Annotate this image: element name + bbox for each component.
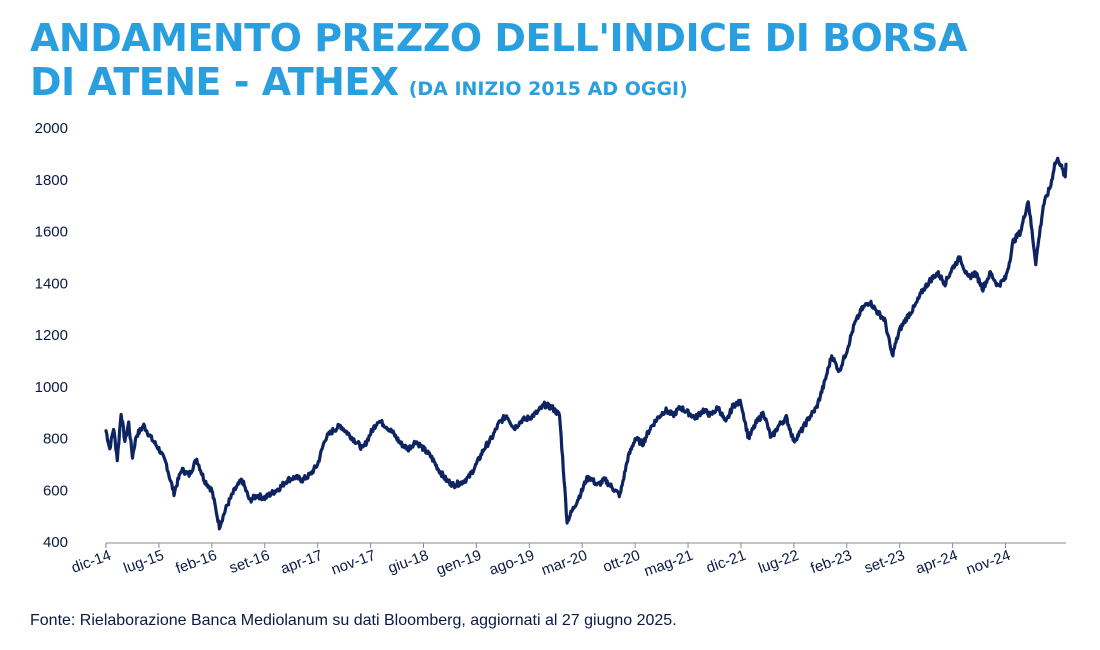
x-tick-label: nov-24 bbox=[964, 547, 1013, 579]
x-tick-label: giu-18 bbox=[386, 547, 431, 577]
x-tick-label: mar-20 bbox=[539, 547, 589, 579]
x-tick-label: feb-23 bbox=[808, 547, 854, 578]
x-tick-label: dic-14 bbox=[69, 547, 113, 577]
title-line-1: ANDAMENTO PREZZO DELL'INDICE DI BORSA bbox=[30, 16, 967, 60]
y-tick-label: 800 bbox=[43, 431, 68, 448]
title-subtitle: (DA INIZIO 2015 AD OGGI) bbox=[408, 78, 688, 100]
y-tick-label: 400 bbox=[43, 534, 68, 551]
page-title: ANDAMENTO PREZZO DELL'INDICE DI BORSA DI… bbox=[30, 16, 967, 111]
series-group bbox=[104, 156, 1068, 531]
x-tick-label: dic-21 bbox=[704, 547, 748, 577]
y-tick-label: 1200 bbox=[35, 327, 68, 344]
x-tick-label: set-16 bbox=[227, 547, 272, 577]
x-tick-label: ago-19 bbox=[487, 547, 537, 579]
title-line-2: DI ATENE - ATHEX bbox=[30, 60, 399, 104]
y-axis: 400 600 800 1000 1200 1400 1600 1800 2000 bbox=[35, 120, 68, 551]
x-tick-label: set-23 bbox=[862, 547, 907, 577]
y-tick-label: 1800 bbox=[35, 172, 68, 189]
x-tick-label: mag-21 bbox=[642, 547, 696, 580]
y-tick-label: 2000 bbox=[35, 120, 68, 137]
source-note: Fonte: Rielaborazione Banca Mediolanum s… bbox=[30, 612, 677, 629]
x-tick-label: gen-19 bbox=[434, 547, 484, 579]
series-line-athex bbox=[104, 156, 1068, 531]
x-tick-label: ott-20 bbox=[601, 547, 643, 576]
y-tick-label: 1000 bbox=[35, 379, 68, 396]
x-tick-label: lug-15 bbox=[121, 547, 166, 577]
x-axis: dic-14 lug-15 feb-16 set-16 apr-17 nov-17 giu-… bbox=[69, 542, 1066, 580]
x-tick-label: nov-17 bbox=[329, 547, 378, 579]
x-tick-label: apr-17 bbox=[278, 547, 325, 578]
x-tick-label: lug-22 bbox=[756, 547, 801, 577]
y-tick-label: 600 bbox=[43, 482, 68, 499]
x-tick-label: apr-24 bbox=[913, 547, 960, 578]
y-tick-label: 1600 bbox=[35, 224, 68, 241]
x-tick-label: feb-16 bbox=[173, 547, 219, 578]
y-tick-label: 1400 bbox=[35, 275, 68, 292]
